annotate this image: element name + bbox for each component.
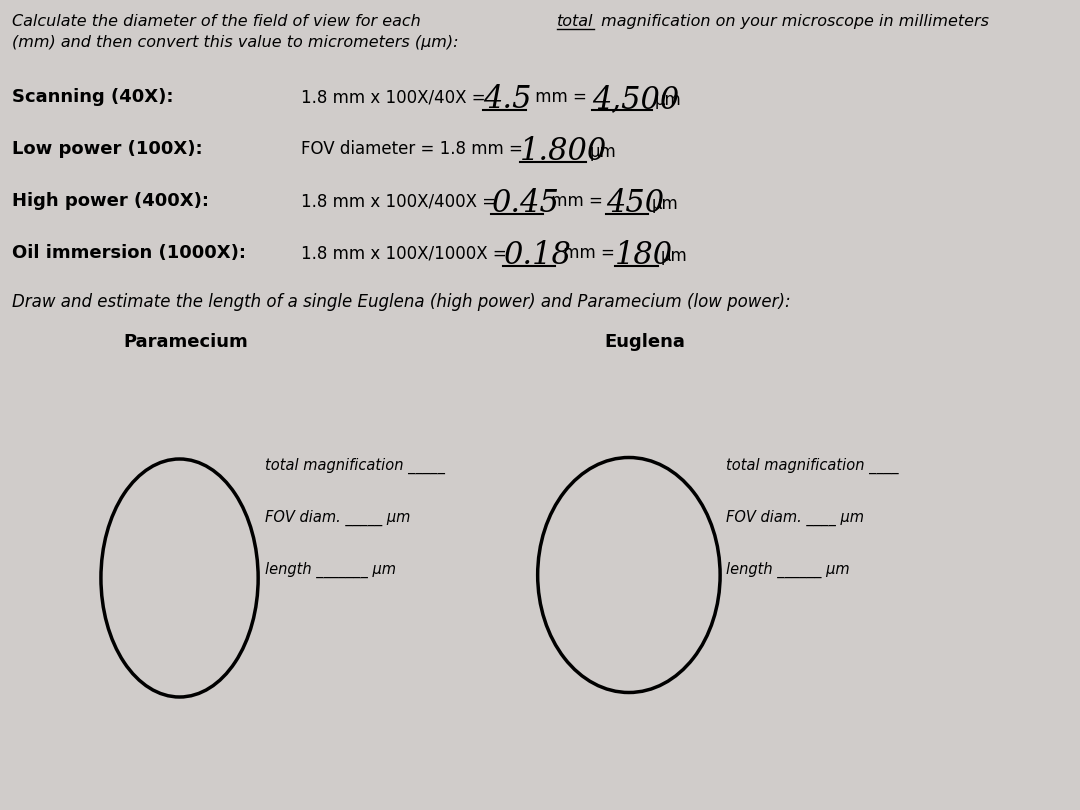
Text: μm: μm <box>661 247 688 265</box>
Text: mm =: mm = <box>546 192 608 210</box>
Text: 1.8 mm x 100X/400X =: 1.8 mm x 100X/400X = <box>301 192 501 210</box>
Text: 1.800: 1.800 <box>521 136 607 167</box>
Text: Calculate the diameter of the field of view for each: Calculate the diameter of the field of v… <box>12 14 426 29</box>
Text: 1.8 mm x 100X/40X =: 1.8 mm x 100X/40X = <box>301 88 490 106</box>
Text: (mm) and then convert this value to micrometers (μm):: (mm) and then convert this value to micr… <box>12 35 458 50</box>
Text: Scanning (40X):: Scanning (40X): <box>12 88 173 106</box>
Text: total magnification _____: total magnification _____ <box>265 458 445 474</box>
Text: 4,500: 4,500 <box>592 84 679 115</box>
Text: 1.8 mm x 100X/1000X =: 1.8 mm x 100X/1000X = <box>301 244 512 262</box>
Text: FOV diam. ____ μm: FOV diam. ____ μm <box>726 510 864 526</box>
Text: 180: 180 <box>616 240 674 271</box>
Text: Euglena: Euglena <box>605 333 686 351</box>
Text: total magnification ____: total magnification ____ <box>726 458 899 474</box>
Text: μm: μm <box>651 195 678 213</box>
Text: μm: μm <box>656 91 681 109</box>
Text: 4.5: 4.5 <box>484 84 531 115</box>
Text: 0.45: 0.45 <box>491 188 559 219</box>
Text: magnification on your microscope in millimeters: magnification on your microscope in mill… <box>596 14 989 29</box>
Text: Draw and estimate the length of a single Euglena (high power) and Paramecium (lo: Draw and estimate the length of a single… <box>12 293 791 311</box>
Text: μm: μm <box>590 143 617 161</box>
Text: FOV diameter = 1.8 mm =: FOV diameter = 1.8 mm = <box>301 140 528 158</box>
Text: Low power (100X):: Low power (100X): <box>12 140 202 158</box>
Text: Paramecium: Paramecium <box>123 333 248 351</box>
Text: mm =: mm = <box>530 88 592 106</box>
Text: 0.18: 0.18 <box>502 240 570 271</box>
Text: FOV diam. _____ μm: FOV diam. _____ μm <box>265 510 410 526</box>
Text: mm =: mm = <box>558 244 620 262</box>
Text: 450: 450 <box>606 188 664 219</box>
Text: total: total <box>557 14 594 29</box>
Text: High power (400X):: High power (400X): <box>12 192 208 210</box>
Text: length _______ μm: length _______ μm <box>265 562 396 578</box>
Text: length ______ μm: length ______ μm <box>726 562 850 578</box>
Text: Oil immersion (1000X):: Oil immersion (1000X): <box>12 244 245 262</box>
